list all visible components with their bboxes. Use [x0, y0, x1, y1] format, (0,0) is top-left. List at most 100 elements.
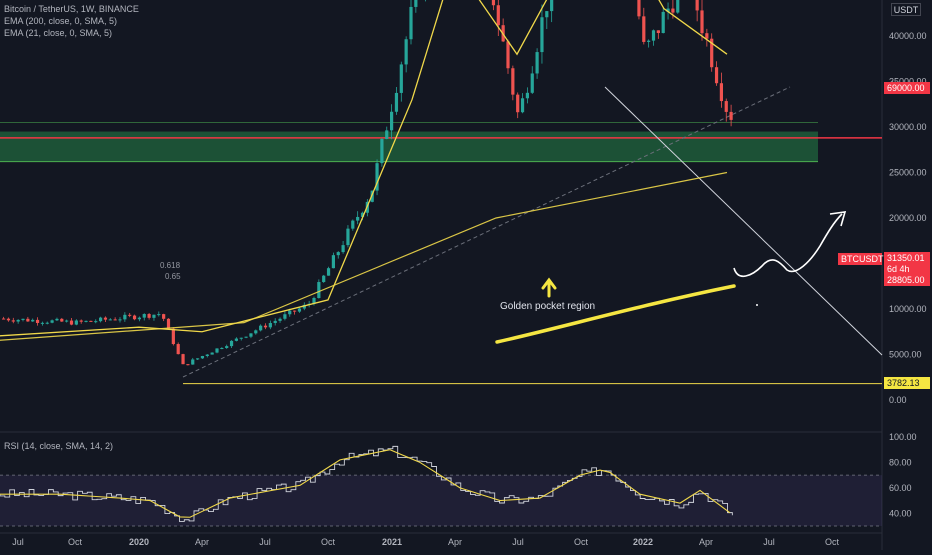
drawn-ema-highlight: [495, 284, 736, 344]
rsi-band: [0, 475, 882, 526]
candle-body: [31, 319, 35, 322]
candle-body: [540, 17, 544, 53]
candle-body: [94, 321, 98, 323]
candle-body: [244, 336, 248, 338]
candle-body: [394, 92, 399, 112]
candle-body: [642, 16, 646, 42]
y-tick-label: 0.00: [889, 395, 907, 405]
candle-body: [710, 38, 714, 68]
candle-body: [50, 320, 54, 323]
projected-path-arrow: [733, 213, 843, 277]
candle-body: [16, 319, 20, 322]
candle-body: [516, 94, 520, 113]
candle-body: [390, 111, 394, 131]
candle-body: [186, 364, 190, 366]
rsi-tick-label: 100.00: [889, 432, 917, 442]
candle-body: [647, 40, 651, 42]
candle-body: [545, 11, 549, 18]
candle-body: [69, 320, 74, 325]
candle-body: [89, 320, 93, 322]
candle-body: [254, 330, 258, 334]
candle-body: [108, 319, 112, 321]
candle-body: [714, 67, 719, 84]
projection-arrowhead: [829, 211, 847, 227]
candle-body: [283, 314, 287, 319]
candle-body: [724, 101, 728, 112]
symbol-label: BTCUSDT: [838, 253, 884, 265]
x-tick-label: 2021: [382, 537, 402, 547]
low-price-label: 3782.13: [884, 377, 930, 389]
candle-body: [496, 5, 500, 26]
candle-body: [705, 33, 709, 39]
candle-body: [273, 320, 277, 324]
candle-body: [84, 320, 88, 322]
candle-body: [651, 30, 656, 41]
candle-body: [128, 314, 132, 316]
x-tick-label: Jul: [259, 537, 271, 547]
y-tick-label: 40000.00: [889, 31, 927, 41]
candle-body: [700, 10, 704, 34]
ema200-line: [0, 171, 728, 341]
candle-body: [220, 348, 224, 350]
rsi-legend: RSI (14, close, SMA, 14, 2): [4, 441, 114, 451]
candle-body: [520, 98, 525, 113]
ema200-legend: EMA (200, close, 0, SMA, 5): [4, 16, 118, 26]
candle-body: [26, 318, 30, 322]
candle-body: [414, 0, 418, 7]
candles-group: [2, 0, 733, 366]
candle-body: [259, 325, 263, 331]
x-tick-label: Jul: [12, 537, 24, 547]
candle-body: [2, 318, 6, 320]
candle-body: [530, 73, 534, 93]
candle-body: [21, 318, 25, 320]
candle-body: [341, 245, 345, 253]
dashed-trend-line: [182, 86, 791, 378]
candle-body: [239, 337, 243, 339]
candle-body: [317, 282, 321, 299]
resistance-price-label: 69000.00: [884, 82, 930, 94]
rsi-ma-line: [0, 449, 731, 518]
candle-body: [293, 310, 297, 312]
candle-body: [380, 138, 384, 164]
y-tick-label: 20000.00: [889, 213, 927, 223]
currency-unit-button[interactable]: USDT: [891, 3, 921, 16]
candle-body: [404, 39, 408, 65]
x-tick-label: Oct: [574, 537, 589, 547]
candle-body: [729, 111, 733, 120]
y-tick-label: 5000.00: [889, 350, 922, 360]
candle-body: [666, 8, 670, 12]
candle-body: [205, 354, 209, 356]
candle-body: [210, 352, 214, 355]
candle-body: [162, 314, 166, 319]
current-price-label: 31350.01: [884, 252, 930, 264]
candle-body: [695, 0, 699, 11]
x-tick-label: Oct: [321, 537, 336, 547]
candle-body: [142, 314, 146, 318]
candle-body: [132, 315, 137, 320]
candle-body: [200, 355, 205, 359]
candle-body: [671, 8, 675, 13]
candle-body: [60, 318, 64, 322]
candle-body: [336, 252, 340, 256]
rsi-tick-label: 40.00: [889, 508, 912, 518]
candle-body: [535, 52, 539, 74]
candle-body: [147, 314, 151, 318]
candle-body: [351, 220, 355, 229]
support-price-label: 28805.00: [884, 274, 930, 286]
candle-body: [215, 348, 219, 353]
y-tick-label: 35000.00: [889, 77, 927, 87]
candle-body: [375, 163, 379, 191]
candle-body: [331, 255, 335, 269]
candle-body: [103, 317, 108, 320]
candle-body: [6, 318, 11, 321]
candle-body: [176, 344, 180, 355]
candle-body: [40, 322, 44, 324]
x-tick-label: Apr: [699, 537, 713, 547]
candle-body: [506, 41, 510, 69]
candle-body: [385, 130, 389, 139]
candle-body: [118, 319, 122, 321]
fib-065-label: 0.65: [165, 272, 181, 281]
